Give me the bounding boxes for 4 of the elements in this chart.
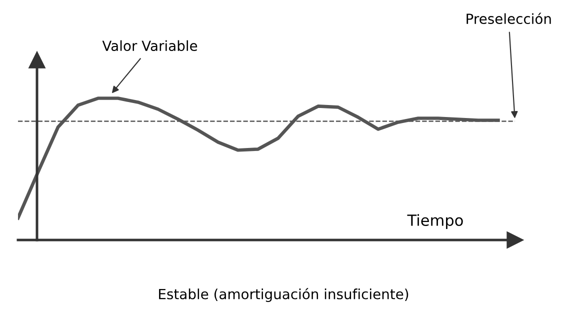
text: Valor Variable [102, 40, 198, 52]
ref-line-label: Preselección [466, 12, 551, 24]
x-axis-title: Tiempo [407, 214, 463, 229]
text: Estable (amortiguación insuficiente) [159, 288, 408, 302]
